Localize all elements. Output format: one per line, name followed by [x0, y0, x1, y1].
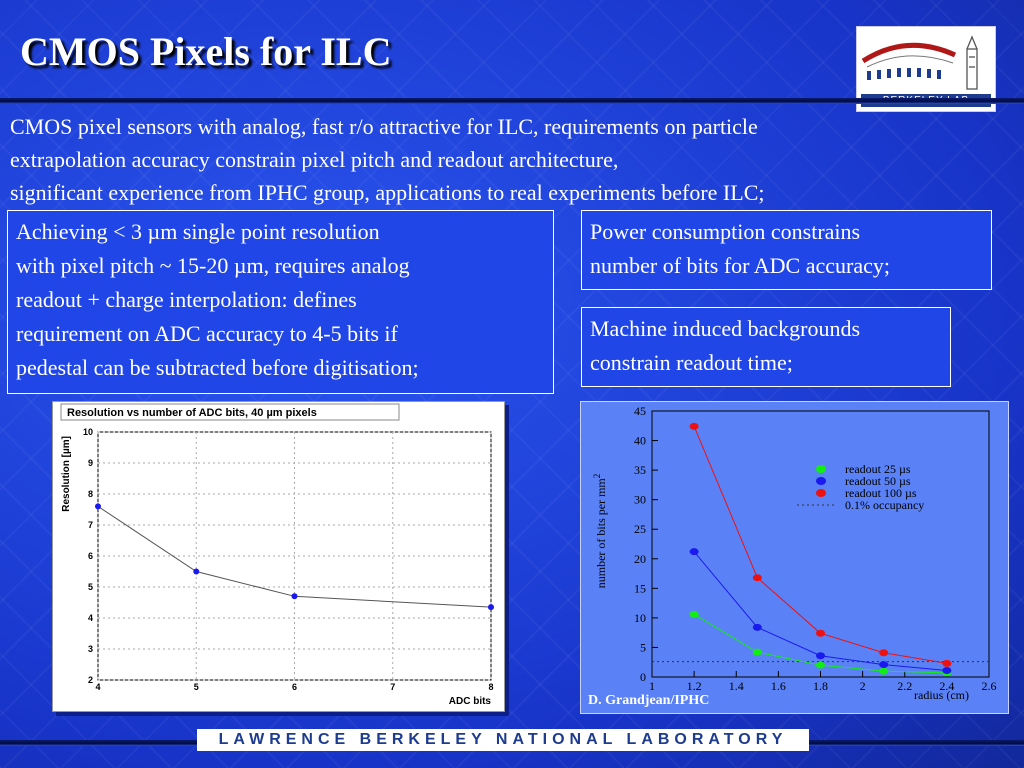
data-point	[689, 548, 699, 556]
box-line: number of bits for ADC accuracy;	[590, 253, 890, 278]
box-line: Achieving < 3 µm single point resolution	[16, 219, 380, 244]
series-line	[97, 505, 492, 608]
intro-line: extrapolation accuracy constrain pixel p…	[10, 147, 619, 172]
y-tick-label: 30	[634, 493, 646, 507]
box-line: requirement on ADC accuracy to 4-5 bits …	[16, 321, 398, 346]
legend-marker	[816, 465, 826, 473]
resolution-chart-panel: Resolution vs number of ADC bits, 40 µm …	[52, 401, 505, 712]
intro-line: CMOS pixel sensors with analog, fast r/o…	[10, 114, 758, 139]
resolution-chart: Resolution vs number of ADC bits, 40 µm …	[60, 403, 494, 707]
x-tick-label: 2	[860, 679, 866, 693]
legend-label: readout 100 µs	[845, 486, 917, 500]
data-point	[291, 593, 298, 600]
figure-credit: D. Grandjean/IPHC	[588, 693, 710, 708]
plot-frame	[651, 410, 990, 678]
x-tick-label: 2.2	[897, 679, 912, 693]
y-axis-label: number of bits per mm2	[592, 474, 608, 588]
data-point	[689, 610, 699, 618]
x-tick-label: 5	[194, 682, 199, 692]
x-tick-label: 2.4	[939, 679, 954, 693]
data-point	[752, 648, 762, 656]
chart-title: Resolution vs number of ADC bits, 40 µm …	[67, 407, 317, 419]
x-tick-label: 1.8	[813, 679, 828, 693]
slide-title: CMOS Pixels for ILC	[20, 29, 392, 74]
y-tick-label: 4	[88, 613, 93, 623]
x-axis-label: ADC bits	[449, 696, 492, 707]
legend-label: 0.1% occupancy	[845, 498, 924, 512]
box-line: pedestal can be subtracted before digiti…	[16, 355, 419, 380]
y-tick-label: 20	[634, 552, 646, 566]
intro-line: significant experience from IPHC group, …	[10, 180, 765, 205]
x-tick-label: 7	[390, 682, 395, 692]
legend-label: readout 25 µs	[845, 462, 911, 476]
x-tick-label: 1.4	[729, 679, 744, 693]
data-point	[879, 667, 889, 675]
y-tick-label: 10	[634, 611, 646, 625]
y-tick-label: 40	[634, 434, 646, 448]
y-tick-label: 25	[634, 522, 646, 536]
box-line: Power consumption constrains	[590, 219, 861, 244]
data-point	[95, 503, 101, 510]
x-tick-label: 1	[649, 679, 655, 693]
y-tick-label: 9	[88, 458, 93, 468]
legend-marker	[816, 489, 826, 497]
y-tick-label: 3	[88, 644, 93, 654]
y-tick-label: 10	[83, 427, 93, 437]
y-tick-label: 7	[88, 520, 93, 530]
data-point	[752, 623, 762, 631]
data-point	[816, 661, 825, 669]
data-point	[193, 568, 200, 575]
machine-backgrounds-box: Machine induced backgrounds constrain re…	[581, 307, 951, 387]
data-point	[752, 574, 762, 582]
y-tick-label: 5	[88, 582, 93, 592]
data-point	[689, 422, 699, 430]
x-tick-label: 6	[292, 682, 297, 692]
box-line: constrain readout time;	[590, 350, 793, 375]
power-consumption-box: Power consumption constrains number of b…	[581, 210, 992, 290]
data-point	[879, 649, 889, 657]
top-divider	[0, 98, 1024, 104]
data-point	[816, 629, 825, 637]
x-tick-label: 8	[488, 682, 493, 692]
box-line: with pixel pitch ~ 15-20 µm, requires an…	[16, 253, 410, 278]
bits-per-mm2-chart: 1 1.2 1.4 1.6 1.8 2 2.2 2.4 2.6 0 5 10 15 20 25 30 35 40 4…	[592, 404, 997, 702]
data-point	[879, 661, 889, 669]
box-line: readout + charge interpolation: defines	[16, 287, 357, 312]
y-tick-label: 8	[88, 489, 93, 499]
y-tick-label: 45	[634, 404, 646, 418]
bits-per-mm2-chart-panel: 1 1.2 1.4 1.6 1.8 2 2.2 2.4 2.6 0 5 10 15 20 25 30 35 40 4…	[580, 401, 1009, 714]
y-tick-label: 0	[640, 670, 646, 684]
x-tick-label: 1.6	[771, 679, 786, 693]
resolution-requirement-box: Achieving < 3 µm single point resolution…	[7, 210, 554, 394]
y-tick-label: 6	[88, 551, 93, 561]
data-point	[816, 652, 825, 660]
x-tick-label: 2.6	[982, 679, 997, 693]
y-tick-label: 15	[634, 581, 646, 595]
x-tick-label: 1.2	[687, 679, 702, 693]
legend-label: readout 50 µs	[845, 474, 911, 488]
intro-text: CMOS pixel sensors with analog, fast r/o…	[10, 110, 1020, 209]
data-point	[942, 659, 952, 667]
y-tick-label: 5	[640, 640, 646, 654]
data-point	[488, 604, 494, 611]
box-line: Machine induced backgrounds	[590, 316, 861, 341]
berkeley-lab-emblem-icon	[861, 35, 978, 90]
legend-marker	[816, 477, 826, 485]
lab-footer-banner: LAWRENCE BERKELEY NATIONAL LABORATORY	[197, 729, 809, 751]
data-point	[942, 666, 952, 674]
y-axis-label: Resolution [µm]	[61, 436, 72, 512]
y-tick-label: 35	[634, 463, 646, 477]
y-tick-label: 2	[88, 675, 93, 685]
chart-title-box	[60, 403, 400, 421]
x-axis-label: radius (cm)	[914, 688, 969, 702]
x-tick-label: 4	[95, 682, 100, 692]
